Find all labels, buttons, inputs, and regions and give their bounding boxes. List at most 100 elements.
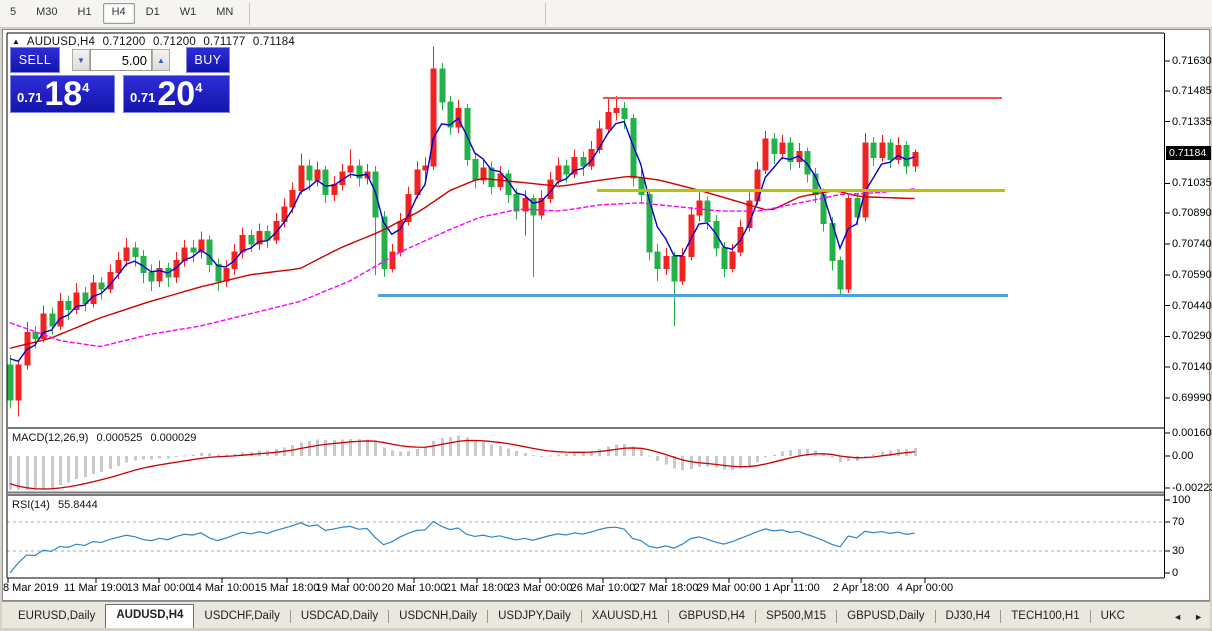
buy-button[interactable]: BUY [186, 47, 230, 73]
rsi-tick-label: 0 [1172, 567, 1179, 579]
date-tick-label: 27 Mar 18:00 [633, 582, 699, 594]
date-tick-label: 19 Mar 00:00 [315, 582, 381, 594]
price-tick-label: 0.70140 [1172, 361, 1212, 373]
tab-gbpusd-h4[interactable]: GBPUSD,H4 [678, 610, 746, 622]
timeframe-button-d1[interactable]: D1 [145, 6, 160, 18]
date-tick-label: 13 Mar 00:00 [126, 582, 192, 594]
tab-gbpusd-daily[interactable]: GBPUSD,Daily [847, 610, 925, 622]
price-tick-label: 0.71485 [1172, 85, 1212, 97]
macd-tick-label: -0.002235 [1172, 482, 1212, 494]
rsi-tick-label: 70 [1172, 516, 1185, 528]
macd-signal-value: 0.000029 [150, 432, 197, 444]
tab-scroll-right-icon[interactable]: ► [1194, 612, 1203, 622]
sell-price-pip: 4 [82, 80, 90, 95]
sell-button[interactable]: SELL [10, 47, 60, 73]
ohlc-high: 0.71200 [152, 36, 196, 48]
rsi-label: RSI(14) 55.8444 [12, 499, 103, 511]
price-tick-label: 0.71630 [1172, 55, 1212, 67]
price-tick-label: 0.70740 [1172, 238, 1212, 250]
macd-tick-label: 0.001605 [1172, 427, 1212, 439]
tab-divider [1089, 610, 1091, 623]
price-tick-label: 0.70890 [1172, 207, 1212, 219]
rsi-value: 55.8444 [57, 499, 98, 511]
date-tick-label: 26 Mar 10:00 [570, 582, 636, 594]
tab-divider [580, 610, 582, 623]
tab-tech100-h1[interactable]: TECH100,H1 [1011, 610, 1080, 622]
price-tick-label: 0.70290 [1172, 330, 1212, 342]
date-tick-label: 14 Mar 10:00 [189, 582, 255, 594]
tab-divider [667, 610, 669, 623]
buy-price-pip: 4 [195, 80, 203, 95]
timeframe-button-h4[interactable]: H4 [102, 3, 135, 24]
tab-divider [487, 610, 489, 623]
date-tick-label: 2 Apr 18:00 [832, 582, 890, 594]
tab-sp500-m15[interactable]: SP500,M15 [766, 610, 827, 622]
price-tick-label: 0.71035 [1172, 177, 1212, 189]
tab-scroll-buttons: ◄ ► [1170, 610, 1206, 624]
sell-price-button[interactable]: 0.71 18 4 [10, 75, 115, 113]
buy-price-prefix: 0.71 [130, 90, 156, 105]
tab-divider [289, 610, 291, 623]
one-click-trading-panel: SELL ▼ 5.00 ▲ BUY 0.71 18 4 0.71 20 4 [10, 47, 230, 113]
volume-decrease-button[interactable]: ▼ [72, 49, 90, 71]
tab-usdcnh-daily[interactable]: USDCNH,Daily [399, 610, 478, 622]
macd-tick-label: 0.00 [1172, 450, 1194, 462]
date-tick-label: 15 Mar 18:00 [254, 582, 320, 594]
timeframe-button-mn[interactable]: MN [216, 6, 234, 18]
ohlc-close: 0.71184 [252, 36, 295, 48]
date-tick-label: 21 Mar 18:00 [444, 582, 510, 594]
price-tick-label: 0.70590 [1172, 269, 1212, 281]
toolbar-separator [545, 3, 546, 25]
tab-divider [388, 610, 390, 623]
timeframe-button-5[interactable]: 5 [10, 6, 17, 18]
buy-price-button[interactable]: 0.71 20 4 [123, 75, 230, 113]
rsi-tick-label: 100 [1172, 494, 1191, 506]
symbol-header: ▲ AUDUSD,H4 0.71200 0.71200 0.71177 0.71… [12, 36, 299, 48]
price-tick-label: 0.71335 [1172, 116, 1212, 128]
timeframe-button-h1[interactable]: H1 [77, 6, 92, 18]
macd-name: MACD(12,26,9) [12, 432, 89, 444]
rsi-name: RSI(14) [12, 499, 50, 511]
buy-price-big: 20 [157, 75, 196, 114]
date-tick-label: 11 Mar 19:00 [63, 582, 129, 594]
sell-price-prefix: 0.71 [17, 90, 43, 105]
tab-usdcad-daily[interactable]: USDCAD,Daily [300, 610, 379, 622]
macd-value: 0.000525 [96, 432, 143, 444]
tab-divider [934, 610, 936, 623]
tab-divider [836, 610, 838, 623]
volume-input[interactable]: 5.00 [90, 49, 152, 71]
tab-eurusd-daily[interactable]: EURUSD,Daily [18, 610, 96, 622]
tab-xauusd-h1[interactable]: XAUUSD,H1 [591, 610, 658, 622]
rsi-tick-label: 30 [1172, 545, 1185, 557]
chart-tab-bar: EURUSD,Daily AUDUSD,H4 USDCHF,Daily USDCAD,… [2, 601, 1210, 628]
date-tick-label: 4 Apr 00:00 [896, 582, 954, 594]
date-tick-label: 20 Mar 10:00 [381, 582, 447, 594]
chart-expander-icon[interactable]: ▲ [12, 37, 21, 46]
sell-price-big: 18 [44, 75, 83, 114]
date-tick-label: 1 Apr 11:00 [764, 582, 820, 594]
price-tick-label: 0.69990 [1172, 392, 1212, 404]
current-price-tag: 0.71184 [1166, 146, 1211, 160]
tab-divider [1000, 610, 1002, 623]
tab-usdjpy-daily[interactable]: USDJPY,Daily [498, 610, 571, 622]
timeframe-button-w1[interactable]: W1 [179, 6, 197, 18]
ohlc-open: 0.71200 [102, 36, 146, 48]
tab-divider [755, 610, 757, 623]
price-tick-label: 0.70440 [1172, 300, 1212, 312]
tab-audusd-h4[interactable]: AUDUSD,H4 [105, 604, 195, 628]
date-tick-label: 29 Mar 00:00 [696, 582, 762, 594]
date-tick-label: 8 Mar 2019 [3, 582, 59, 594]
ohlc-low: 0.71177 [203, 36, 246, 48]
tab-dj30-h4[interactable]: DJ30,H4 [945, 610, 991, 622]
timeframe-button-m30[interactable]: M30 [36, 6, 58, 18]
timeframe-toolbar: 5 M30 H1 H4 D1 W1 MN [0, 0, 1212, 28]
tab-ukc[interactable]: UKC [1100, 610, 1125, 622]
toolbar-separator [249, 2, 251, 25]
symbol-title: AUDUSD,H4 [26, 36, 96, 48]
volume-increase-button[interactable]: ▲ [152, 49, 170, 71]
tab-usdchf-daily[interactable]: USDCHF,Daily [204, 610, 280, 622]
tab-scroll-left-icon[interactable]: ◄ [1173, 612, 1183, 622]
date-tick-label: 23 Mar 00:00 [507, 582, 573, 594]
